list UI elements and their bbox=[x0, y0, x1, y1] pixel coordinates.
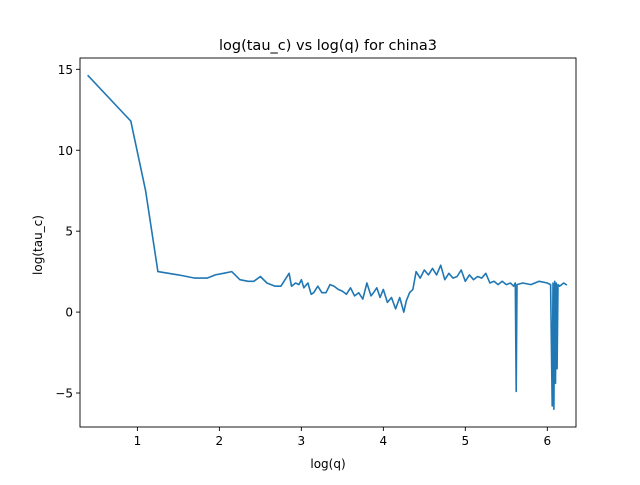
x-tick-label: 4 bbox=[380, 434, 388, 448]
y-tick-label: 0 bbox=[65, 306, 73, 320]
y-tick-label: −5 bbox=[55, 387, 73, 401]
y-tick-label: 15 bbox=[58, 63, 73, 77]
x-tick-label: 5 bbox=[462, 434, 470, 448]
series-line-0 bbox=[87, 74, 568, 411]
axes-frame bbox=[79, 57, 577, 428]
x-tick-label: 2 bbox=[216, 434, 224, 448]
y-tick-label: 5 bbox=[65, 225, 73, 239]
y-tick-label: 10 bbox=[58, 144, 73, 158]
plot-area: 1 2 3 4 5 6 −5 0 5 10 15 bbox=[55, 57, 577, 448]
y-axis-label: log(tau_c) bbox=[31, 215, 45, 275]
chart-title: log(tau_c) vs log(q) for china3 bbox=[219, 38, 437, 54]
x-tick-label: 3 bbox=[298, 434, 306, 448]
x-axis-label: log(q) bbox=[310, 457, 345, 471]
x-tick-label: 6 bbox=[543, 434, 551, 448]
x-tick-label: 1 bbox=[134, 434, 142, 448]
